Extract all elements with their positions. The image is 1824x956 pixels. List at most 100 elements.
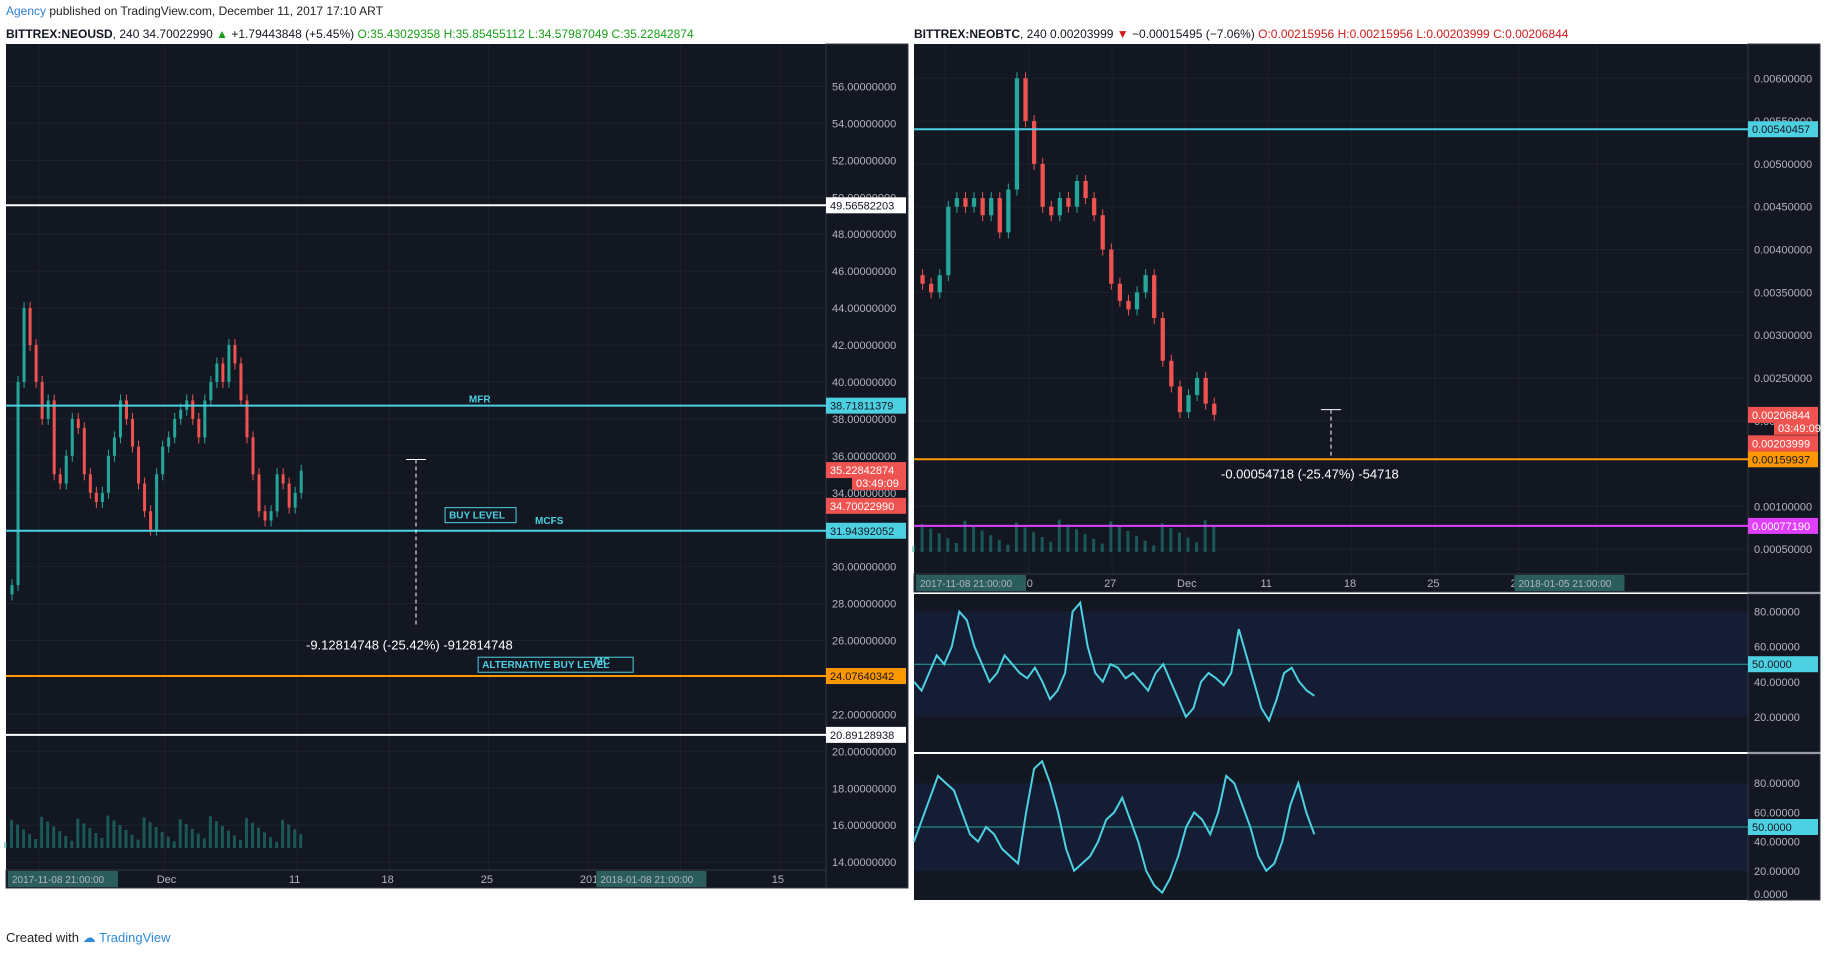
neousd-y-tick-label: 42.00000000 [832, 340, 896, 352]
neousd-y-tick-label: 30.00000000 [832, 562, 896, 574]
neousd-current-price-label: 35.22842874 [830, 465, 894, 477]
neousd-candle [221, 363, 225, 382]
footer: Created with ☁ TradingView [6, 930, 171, 946]
neobtc-candle [1091, 198, 1097, 216]
neousd-volume-bar [293, 829, 297, 848]
right-symbol: BITTREX:NEOBTC [914, 27, 1020, 41]
neobtc-candle [1160, 318, 1165, 361]
neobtc-y-tick-label: 0.00450000 [1754, 202, 1812, 214]
neousd-y-tick-label: 52.00000000 [832, 155, 896, 167]
rsi-tick-label: 20.00000 [1754, 712, 1800, 724]
author-link[interactable]: Agency [6, 4, 47, 18]
neobtc-time-mid-label: 2018-01-05 21:00:00 [1518, 579, 1611, 590]
neousd-y-tick-label: 36.00000000 [832, 451, 896, 463]
neousd-volume-bar [10, 819, 14, 848]
neousd-candle [118, 400, 122, 438]
neousd-volume-bar [82, 823, 86, 848]
neobtc-volume-bar [1100, 543, 1104, 552]
neousd-x-tick-label: Dec [157, 874, 177, 886]
neousd-y-tick-label: 28.00000000 [832, 599, 896, 611]
neousd-current-price-tag [826, 462, 906, 479]
left-change: +1.79443848 (+5.45%) [231, 27, 355, 41]
neobtc-x-tick-label: 13 [937, 578, 949, 590]
neousd-candle [251, 437, 255, 475]
neousd-volume-bar [287, 824, 291, 848]
neousd-time-mid-tag [596, 871, 707, 887]
neobtc-current-price-label: 0.00206844 [1752, 410, 1810, 422]
neobtc-x-tick-label: 11 [1260, 578, 1271, 590]
neobtc-x-tick-label: Dec [1177, 578, 1197, 590]
right-legend: BITTREX:NEOBTC, 240 0.00203999 ▼ −0.0001… [914, 27, 1569, 41]
neousd-time-start-label: 2017-11-08 21:00:00 [12, 875, 105, 886]
neobtc-candle [1117, 283, 1123, 301]
neobtc-current-price-tag [1748, 435, 1818, 452]
neobtc-candle [1023, 78, 1028, 122]
neobtc-volume-bar [1117, 526, 1121, 552]
neousd-volume-bar [196, 833, 200, 848]
neousd-countdown-tag [852, 476, 906, 491]
neousd-y-tick-label: 40.00000000 [832, 377, 896, 389]
neobtc-volume-bar [1040, 537, 1044, 552]
neousd-volume-bar [172, 841, 176, 848]
tradingview-link[interactable]: TradingView [99, 930, 171, 945]
neousd-price-line-label: 38.71811379 [830, 401, 893, 413]
neousd-volume-bar [202, 838, 206, 848]
stoch-tick-label: 20.00000 [1754, 866, 1800, 878]
neousd-y-tick-label: 26.00000000 [832, 636, 896, 648]
neousd-candle [239, 363, 243, 401]
neobtc-volume-bar [1057, 519, 1061, 552]
neousd-candle [149, 511, 153, 530]
neousd-x-tick-label: 15 [772, 874, 784, 886]
neobtc-volume-bar [1006, 544, 1010, 552]
stoch-band [914, 783, 1748, 871]
rsi-tick-label: 60.00000 [1754, 642, 1800, 654]
neobtc-x-tick-label: 18 [1344, 578, 1356, 590]
neousd-x-tick-label: 2 [31, 874, 37, 886]
neobtc-countdown-tag [1774, 420, 1818, 435]
neousd-candle [233, 345, 237, 364]
neobtc-candle [1186, 395, 1191, 413]
neousd-volume-bar [257, 827, 261, 848]
neousd-candle [10, 585, 14, 595]
neousd-annotation: MC [595, 657, 611, 668]
neousd-volume-bar [124, 830, 128, 848]
neobtc-volume-bar [989, 535, 993, 552]
neousd-volume-bar [142, 817, 146, 848]
neousd-candle [191, 400, 195, 419]
neobtc-candle [1100, 215, 1105, 250]
left-open: O:35.43029358 [357, 27, 441, 41]
rsi-tick-label: 40.00000 [1754, 677, 1800, 689]
rsi-series-line [913, 600, 1315, 723]
neousd-y-tick-label: 46.00000000 [832, 266, 896, 278]
neobtc-current-price-label: 0.00203999 [1752, 438, 1810, 450]
neousd-volume-bar [88, 828, 92, 848]
neobtc-volume-bar [1169, 528, 1173, 552]
neousd-candle [173, 418, 177, 438]
neousd-volume-bar [46, 821, 50, 848]
neousd-y-tick-label: 44.00000000 [832, 303, 896, 315]
neobtc-candle [1152, 275, 1157, 318]
neobtc-countdown-label: 03:49:09 [1778, 423, 1821, 435]
neousd-volume-bar [190, 828, 194, 848]
neobtc-candle [1074, 181, 1080, 207]
neousd-volume-bar [275, 842, 279, 848]
neobtc-price-line-tag [1748, 517, 1818, 534]
neobtc-volume-bar [1066, 524, 1070, 552]
neousd-volume-bar [251, 822, 255, 848]
neobtc-volume-bar [1135, 535, 1139, 552]
neobtc-candle [1143, 275, 1148, 293]
right-change: −0.00015495 (−7.06%) [1132, 27, 1255, 41]
neousd-price-line-tag [826, 197, 906, 214]
left-last: 34.70022990 [142, 27, 213, 41]
neousd-candle [58, 474, 62, 484]
neousd-candle [64, 455, 68, 484]
neobtc-volume-bar [1203, 520, 1207, 552]
stoch-mid-tag [1748, 819, 1818, 835]
neobtc-volume-bar [937, 533, 941, 552]
neousd-candle [185, 400, 189, 410]
neobtc-volume-bar [1074, 529, 1078, 552]
left-symbol: BITTREX:NEOUSD [6, 27, 113, 41]
neobtc-y-tick-label: 0.00500000 [1754, 159, 1812, 171]
neousd-volume-bar [166, 836, 170, 848]
